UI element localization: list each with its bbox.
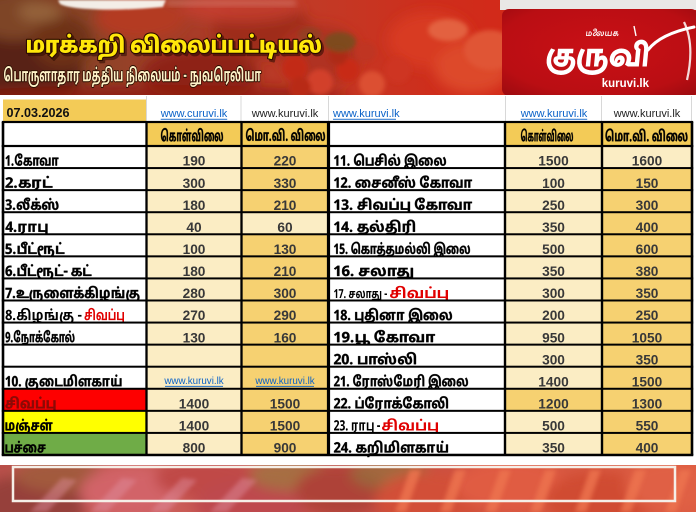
svg-text:300: 300 <box>542 352 565 367</box>
svg-text:350: 350 <box>542 264 565 279</box>
svg-text:100: 100 <box>183 242 206 257</box>
svg-text:130: 130 <box>183 330 206 345</box>
svg-text:400: 400 <box>636 220 659 235</box>
svg-text:300: 300 <box>274 286 297 301</box>
svg-text:1400: 1400 <box>179 419 210 434</box>
svg-text:900: 900 <box>274 441 297 456</box>
svg-text:950: 950 <box>542 330 565 345</box>
svg-text:1500: 1500 <box>538 154 569 169</box>
svg-text:550: 550 <box>636 419 659 434</box>
svg-text:1050: 1050 <box>632 330 663 345</box>
svg-text:100: 100 <box>542 176 565 191</box>
svg-text:130: 130 <box>274 242 297 257</box>
svg-text:1300: 1300 <box>632 396 663 411</box>
svg-text:800: 800 <box>183 441 206 456</box>
svg-text:180: 180 <box>183 198 206 213</box>
svg-text:www.kuruvi.lk: www.kuruvi.lk <box>520 108 588 120</box>
svg-text:350: 350 <box>542 220 565 235</box>
svg-text:600: 600 <box>636 242 659 257</box>
svg-text:380: 380 <box>636 264 659 279</box>
svg-text:220: 220 <box>274 154 297 169</box>
svg-text:www.kuruvi.lk: www.kuruvi.lk <box>613 108 681 120</box>
svg-text:350: 350 <box>542 441 565 456</box>
svg-text:1500: 1500 <box>270 396 301 411</box>
svg-text:150: 150 <box>636 176 659 191</box>
svg-text:40: 40 <box>186 220 202 235</box>
svg-text:250: 250 <box>542 198 565 213</box>
svg-text:1400: 1400 <box>179 396 210 411</box>
svg-text:250: 250 <box>636 308 659 323</box>
svg-text:www.kuruvi.lk: www.kuruvi.lk <box>332 108 400 120</box>
svg-text:210: 210 <box>274 198 297 213</box>
svg-text:07.03.2026: 07.03.2026 <box>7 106 70 120</box>
svg-text:190: 190 <box>183 154 206 169</box>
svg-text:500: 500 <box>542 419 565 434</box>
svg-text:280: 280 <box>183 286 206 301</box>
svg-text:300: 300 <box>636 198 659 213</box>
svg-text:300: 300 <box>183 176 206 191</box>
svg-text:www.kuruvi.lk: www.kuruvi.lk <box>163 376 223 387</box>
svg-text:500: 500 <box>542 242 565 257</box>
svg-text:1200: 1200 <box>538 396 569 411</box>
svg-text:60: 60 <box>277 220 293 235</box>
svg-text:www.curuvi.lk: www.curuvi.lk <box>160 108 228 120</box>
svg-text:290: 290 <box>274 308 297 323</box>
svg-text:210: 210 <box>274 264 297 279</box>
svg-text:1600: 1600 <box>632 154 663 169</box>
svg-text:200: 200 <box>542 308 565 323</box>
svg-text:1500: 1500 <box>632 374 663 389</box>
svg-text:kuruvi.lk: kuruvi.lk <box>602 78 650 90</box>
svg-text:350: 350 <box>636 286 659 301</box>
svg-text:1500: 1500 <box>270 419 301 434</box>
svg-text:400: 400 <box>636 441 659 456</box>
svg-text:160: 160 <box>274 330 297 345</box>
svg-text:www.kuruvi.lk: www.kuruvi.lk <box>251 108 319 120</box>
svg-text:330: 330 <box>274 176 297 191</box>
svg-text:270: 270 <box>183 308 206 323</box>
svg-text:1400: 1400 <box>538 374 569 389</box>
svg-text:350: 350 <box>636 352 659 367</box>
svg-text:180: 180 <box>183 264 206 279</box>
svg-text:300: 300 <box>542 286 565 301</box>
svg-text:www.kuruvi.lk: www.kuruvi.lk <box>254 376 314 387</box>
